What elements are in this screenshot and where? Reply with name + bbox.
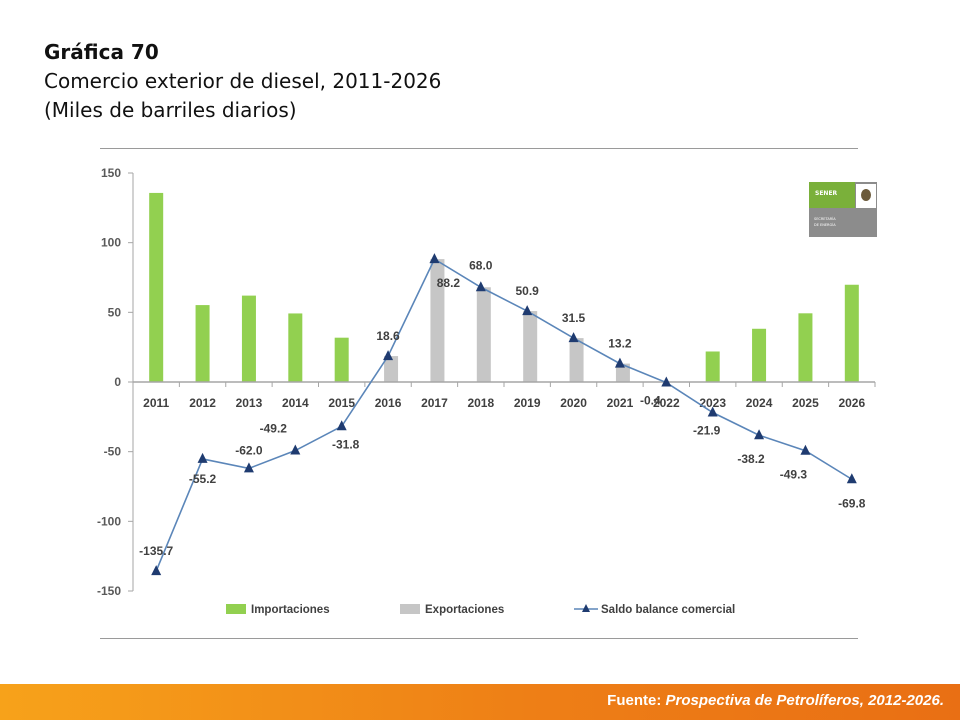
x-tick-label-2016: 2016 bbox=[375, 396, 402, 410]
legend-label-importaciones: Importaciones bbox=[251, 604, 330, 616]
x-tick-label-2011: 2011 bbox=[143, 396, 169, 410]
bar-importaciones-2012 bbox=[195, 305, 210, 382]
saldo-marker-2022 bbox=[661, 376, 672, 387]
data-label-2024: -38.2 bbox=[737, 452, 765, 466]
x-tick-label-2023: 2023 bbox=[699, 396, 726, 410]
saldo-marker-2014 bbox=[290, 444, 301, 455]
x-tick-label-2013: 2013 bbox=[236, 396, 263, 410]
bar-exportaciones-2019 bbox=[523, 311, 538, 382]
footer-source: Fuente: Prospectiva de Petrolíferos, 201… bbox=[607, 692, 944, 709]
data-label-2022: -0.4 bbox=[640, 394, 661, 408]
x-tick-label-2026: 2026 bbox=[838, 396, 865, 410]
x-tick-label-2017: 2017 bbox=[421, 396, 448, 410]
saldo-marker-2017 bbox=[429, 253, 440, 264]
saldo-marker-2015 bbox=[336, 420, 347, 431]
sener-logo-green-block: SENER bbox=[809, 182, 855, 208]
y-tick-label: -100 bbox=[97, 514, 121, 528]
saldo-marker-2016 bbox=[383, 350, 394, 361]
saldo-marker-2018 bbox=[475, 281, 486, 292]
data-label-2014: -49.2 bbox=[260, 422, 288, 436]
bar-importaciones-2026 bbox=[844, 284, 859, 382]
y-tick-label: 100 bbox=[101, 236, 121, 250]
x-tick-label-2019: 2019 bbox=[514, 396, 541, 410]
bar-importaciones-2014 bbox=[288, 313, 303, 382]
saldo-marker-2026 bbox=[846, 473, 857, 484]
chart-number: Gráfica 70 bbox=[44, 40, 159, 64]
data-label-2013: -62.0 bbox=[235, 443, 263, 457]
x-tick-label-2012: 2012 bbox=[189, 396, 216, 410]
data-label-2025: -49.3 bbox=[780, 468, 808, 482]
bar-exportaciones-2017 bbox=[430, 259, 445, 382]
bar-importaciones-2023 bbox=[705, 351, 720, 382]
sener-logo-subtitle: SECRETARÍA DE ENERGÍA bbox=[814, 217, 836, 227]
bar-exportaciones-2016 bbox=[384, 356, 399, 382]
saldo-marker-2023 bbox=[707, 406, 718, 417]
saldo-marker-2011 bbox=[151, 565, 162, 576]
sener-logo-text: SENER bbox=[815, 190, 838, 197]
saldo-line bbox=[155, 257, 853, 572]
data-label-2012: -55.2 bbox=[189, 472, 217, 486]
x-tick-label-2018: 2018 bbox=[467, 396, 494, 410]
legend-label-saldo: Saldo balance comercial bbox=[601, 604, 735, 616]
data-label-2016: 18.6 bbox=[376, 329, 400, 343]
data-label-2020: 31.5 bbox=[562, 311, 586, 325]
data-label-2019: 50.9 bbox=[516, 284, 540, 298]
bar-importaciones-2011 bbox=[149, 192, 164, 382]
y-tick-label: 0 bbox=[114, 375, 121, 389]
bar-exportaciones-2021 bbox=[615, 363, 630, 382]
y-tick-label: 50 bbox=[108, 305, 122, 319]
y-tick-label: 150 bbox=[101, 166, 121, 180]
sener-logo: SENER SECRETARÍA DE ENERGÍA bbox=[809, 182, 877, 237]
legend-swatch-importaciones bbox=[226, 604, 246, 614]
data-label-2026: -69.8 bbox=[838, 496, 866, 510]
bar-importaciones-2025 bbox=[798, 313, 813, 382]
saldo-marker-2024 bbox=[754, 429, 765, 440]
x-tick-label-2014: 2014 bbox=[282, 396, 309, 410]
saldo-marker-2020 bbox=[568, 332, 579, 343]
data-label-2011: -135.7 bbox=[139, 544, 173, 558]
footer-bar: Fuente: Prospectiva de Petrolíferos, 201… bbox=[0, 684, 960, 720]
bar-importaciones-2013 bbox=[241, 295, 256, 382]
legend-swatch-exportaciones bbox=[400, 604, 420, 614]
saldo-marker-2013 bbox=[243, 462, 254, 473]
x-tick-label-2024: 2024 bbox=[746, 396, 773, 410]
bar-exportaciones-2020 bbox=[569, 338, 584, 382]
x-tick-label-2022: 2022 bbox=[653, 396, 680, 410]
bar-importaciones-2015 bbox=[334, 337, 349, 382]
chart-title-block: Gráfica 70 Comercio exterior de diesel, … bbox=[44, 38, 441, 125]
data-label-2023: -21.9 bbox=[693, 424, 721, 438]
data-label-2015: -31.8 bbox=[332, 437, 360, 451]
saldo-marker-2021 bbox=[614, 357, 625, 368]
x-tick-label-2021: 2021 bbox=[607, 396, 634, 410]
y-tick-label: -50 bbox=[104, 445, 122, 459]
saldo-marker-2012 bbox=[197, 452, 208, 463]
legend-marker-saldo bbox=[582, 604, 590, 612]
chart-units: (Miles de barriles diarios) bbox=[44, 98, 297, 122]
bar-exportaciones-2018 bbox=[476, 287, 491, 382]
data-label-2018: 68.0 bbox=[469, 258, 493, 272]
data-label-2017: 88.2 bbox=[437, 276, 461, 290]
top-divider bbox=[100, 148, 858, 149]
coat-of-arms-icon bbox=[856, 184, 876, 208]
chart-title: Comercio exterior de diesel, 2011-2026 bbox=[44, 69, 442, 93]
x-tick-label-2025: 2025 bbox=[792, 396, 819, 410]
saldo-marker-2025 bbox=[800, 444, 811, 455]
legend-label-exportaciones: Exportaciones bbox=[425, 604, 504, 616]
x-tick-label-2015: 2015 bbox=[328, 396, 355, 410]
footer-source-text: Prospectiva de Petrolíferos, 2012-2026. bbox=[665, 692, 944, 709]
x-tick-label-2020: 2020 bbox=[560, 396, 587, 410]
data-label-2021: 13.2 bbox=[608, 337, 632, 351]
bar-importaciones-2024 bbox=[752, 328, 767, 382]
bottom-divider bbox=[100, 638, 858, 639]
footer-label: Fuente: bbox=[607, 692, 662, 709]
saldo-marker-2019 bbox=[522, 305, 533, 316]
y-tick-label: -150 bbox=[97, 584, 121, 598]
